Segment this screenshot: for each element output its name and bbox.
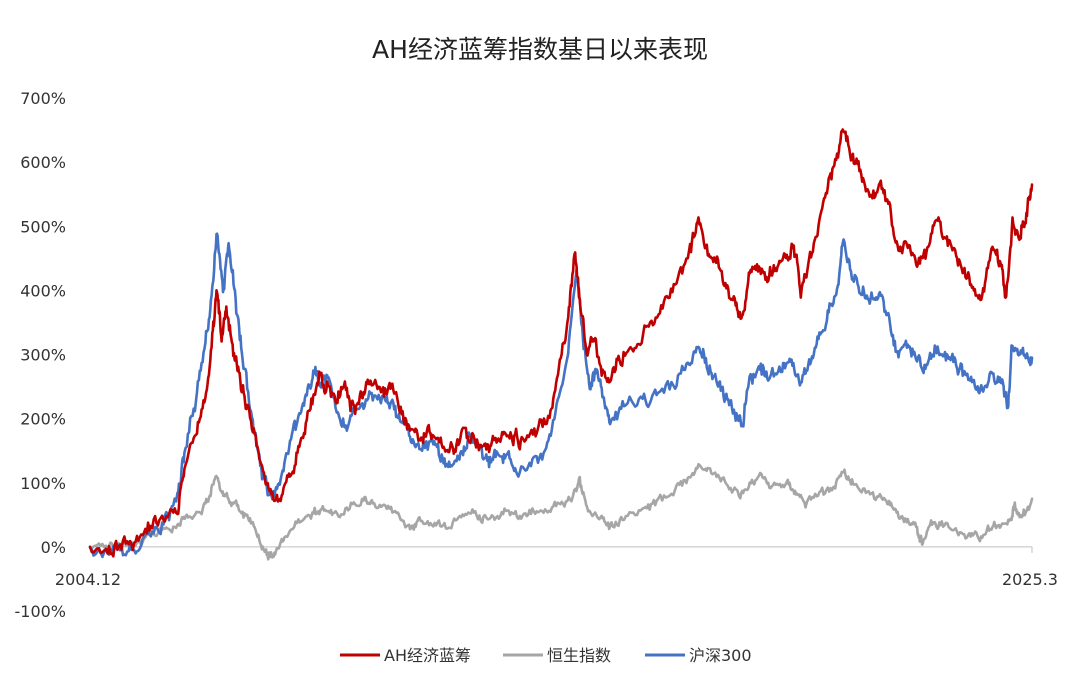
y-tick-label: 700% — [20, 89, 66, 108]
y-tick-label: 100% — [20, 474, 66, 493]
y-tick-label: 300% — [20, 346, 66, 365]
series-line-hang-seng — [88, 462, 1034, 561]
y-tick-label: 0% — [41, 538, 66, 557]
legend-item-ah-blue-chip: AH经济蓝筹 — [340, 646, 471, 665]
legend-label: 沪深300 — [689, 646, 752, 665]
legend-label: 恒生指数 — [547, 646, 611, 665]
y-axis: -100% 0% 100% 200% 300% 400% 500% 600% 700% — [14, 89, 66, 621]
y-tick-label: 400% — [20, 281, 66, 300]
y-tick-label: 500% — [20, 217, 66, 236]
y-tick-label: 200% — [20, 410, 66, 429]
series-line-ah-blue-chip — [88, 128, 1034, 558]
legend-item-hang-seng: 恒生指数 — [503, 646, 611, 665]
y-tick-label: -100% — [14, 602, 66, 621]
chart-title: AH经济蓝筹指数基日以来表现 — [372, 35, 708, 64]
legend: AH经济蓝筹 恒生指数 沪深300 — [340, 646, 752, 665]
series-line-csi300 — [88, 232, 1034, 559]
legend-label: AH经济蓝筹 — [384, 646, 471, 665]
x-tick-label-end: 2025.3 — [1002, 570, 1058, 589]
x-tick-label-start: 2004.12 — [55, 570, 121, 589]
x-axis: 2004.12 2025.3 — [55, 546, 1058, 589]
legend-item-csi300: 沪深300 — [645, 646, 752, 665]
y-tick-label: 600% — [20, 153, 66, 172]
plot-area — [88, 128, 1034, 561]
